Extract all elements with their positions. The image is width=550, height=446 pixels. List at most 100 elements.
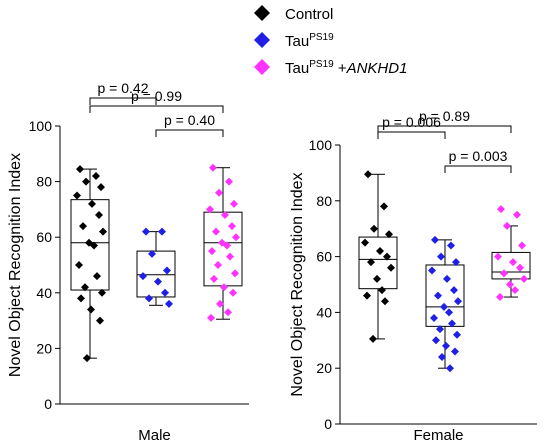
p-value-label: p = 0.003 (449, 148, 508, 164)
data-point (76, 165, 84, 174)
group-1 (425, 235, 465, 373)
data-point (361, 238, 369, 247)
data-point (139, 272, 147, 281)
data-point (88, 199, 96, 208)
data-point (79, 222, 87, 231)
y-tick-label: 60 (36, 229, 52, 245)
data-point (370, 224, 378, 233)
data-point (92, 172, 100, 181)
data-point (90, 241, 98, 250)
box (136, 250, 176, 298)
data-point (436, 325, 444, 334)
legend-marker (254, 32, 270, 48)
data-point (73, 191, 81, 200)
data-point (442, 341, 450, 350)
data-point (516, 263, 524, 272)
x-axis-label: Female (413, 427, 463, 444)
data-point (221, 210, 229, 219)
data-point (440, 302, 448, 311)
data-point (220, 283, 228, 292)
p-value-label: p = 0.40 (164, 112, 215, 128)
y-tick-label: 100 (29, 118, 53, 134)
data-point (520, 274, 528, 283)
box (425, 264, 465, 327)
y-tick-label: 0 (44, 396, 52, 412)
data-point (214, 261, 222, 269)
data-point (450, 286, 458, 295)
y-tick-label: 80 (36, 174, 52, 190)
data-point (83, 354, 91, 363)
comparison-bracket: p = 0.40 (155, 112, 224, 137)
data-point (209, 163, 217, 172)
data-point (148, 249, 156, 258)
box (358, 236, 398, 290)
data-point (428, 266, 436, 275)
data-point (99, 227, 107, 236)
data-point (161, 288, 169, 297)
y-tick-label: 20 (36, 340, 52, 356)
data-point (231, 269, 239, 278)
data-point (367, 258, 375, 267)
data-point (387, 263, 395, 272)
data-point (430, 313, 438, 322)
data-point (216, 299, 224, 308)
data-point (230, 199, 238, 208)
data-point (93, 272, 101, 281)
legend: Control TauPS19 TauPS19 +ANKHD1 (254, 5, 407, 77)
y-tick-label: 100 (309, 137, 333, 153)
legend-label: Control (285, 6, 333, 23)
data-point (97, 183, 105, 192)
data-point (98, 288, 106, 297)
data-point (513, 210, 521, 219)
data-point (378, 286, 386, 295)
data-point (215, 188, 223, 197)
y-tick-label: 0 (324, 416, 332, 432)
data-point (497, 205, 505, 214)
comparison-bracket: p = 0.42 (89, 80, 157, 105)
data-point (445, 308, 453, 317)
bracket-line (444, 165, 512, 173)
data-point (518, 241, 526, 250)
data-point (87, 305, 95, 314)
data-point (154, 277, 162, 286)
box (491, 251, 531, 280)
box (70, 199, 110, 291)
data-point (431, 235, 439, 244)
data-point (496, 293, 504, 302)
bracket-line (155, 129, 224, 137)
data-point (225, 177, 233, 186)
data-point (503, 221, 511, 230)
data-point (451, 347, 459, 356)
data-point (454, 297, 462, 306)
data-point (494, 252, 502, 261)
data-point (82, 177, 90, 186)
group-0 (70, 165, 110, 363)
legend-marker (254, 5, 270, 21)
data-point (207, 313, 215, 322)
data-point (381, 297, 389, 306)
group-2 (203, 163, 243, 322)
y-tick-label: 40 (316, 304, 332, 320)
group-0 (358, 170, 398, 343)
data-point (438, 353, 446, 362)
y-tick-label: 20 (316, 360, 332, 376)
bracket-line (89, 105, 224, 113)
data-point (437, 252, 445, 261)
legend-marker (254, 59, 270, 75)
data-point (95, 210, 103, 219)
data-point (81, 283, 89, 292)
data-point (226, 252, 234, 261)
data-point (75, 261, 83, 269)
bracket-line (89, 97, 157, 105)
y-axis-label: Novel Object Recognition Index (289, 172, 306, 396)
data-point (208, 247, 216, 256)
data-point (223, 241, 231, 250)
female-panel: 0 20 40 60 80 100 Novel Object Recognition Ind… (289, 108, 537, 444)
group-1 (136, 227, 176, 308)
data-point (376, 247, 384, 256)
bracket-line (377, 131, 446, 139)
data-point (210, 274, 218, 283)
data-point (452, 258, 460, 267)
y-tick-label: 40 (36, 285, 52, 301)
data-point (158, 227, 166, 236)
